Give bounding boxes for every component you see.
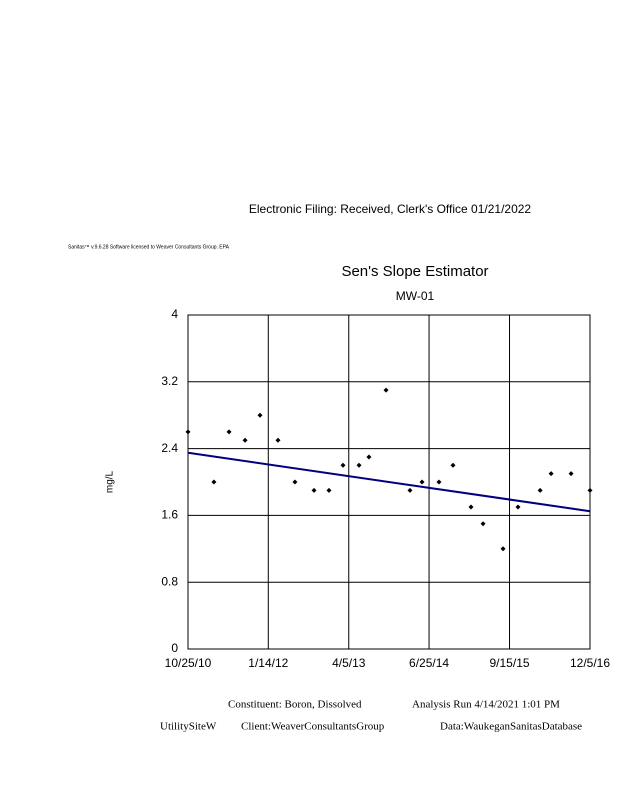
data-point bbox=[407, 487, 413, 493]
constituent: Constituent: Boron, Dissolved bbox=[228, 699, 362, 711]
data-point bbox=[226, 429, 232, 435]
x-tick-label: 10/25/10 bbox=[165, 656, 212, 670]
data-point bbox=[242, 437, 248, 443]
license-note: Sanitas™ v.9.6.28 Software licensed to W… bbox=[68, 244, 230, 250]
x-tick-label: 9/15/15 bbox=[490, 656, 530, 670]
y-axis-label: mg/L bbox=[105, 470, 116, 493]
plot-frame bbox=[187, 314, 591, 650]
chart-title: Sen's Slope Estimator bbox=[341, 263, 488, 280]
analysis-run: Analysis Run 4/14/2021 1:01 PM bbox=[412, 699, 560, 711]
y-tick-label: 2.4 bbox=[161, 441, 178, 455]
data-point bbox=[211, 479, 217, 485]
data-point bbox=[383, 387, 389, 393]
data-point bbox=[537, 487, 543, 493]
data-point bbox=[548, 471, 554, 477]
y-tick-label: 1.6 bbox=[161, 508, 178, 522]
data-point bbox=[366, 454, 372, 460]
data-point bbox=[275, 437, 281, 443]
data-point bbox=[500, 546, 506, 552]
data-point bbox=[257, 412, 263, 418]
site: UtilitySiteW bbox=[160, 721, 217, 733]
data-point bbox=[326, 487, 332, 493]
y-tick-label: 3.2 bbox=[161, 374, 178, 388]
y-tick-label: 0.8 bbox=[161, 574, 178, 588]
data-point bbox=[468, 504, 474, 510]
data-point bbox=[568, 471, 574, 477]
trend-line bbox=[187, 451, 591, 513]
filing-header: Electronic Filing: Received, Clerk's Off… bbox=[249, 202, 532, 216]
client: Client:WeaverConsultantsGroup bbox=[241, 721, 385, 733]
x-tick-label: 1/14/12 bbox=[248, 656, 288, 670]
x-tick-label: 6/25/14 bbox=[409, 656, 449, 670]
data-point bbox=[515, 504, 521, 510]
data-point bbox=[587, 487, 593, 493]
chart-subtitle: MW-01 bbox=[396, 289, 435, 303]
x-tick-label: 12/5/16 bbox=[570, 656, 610, 670]
y-tick-label: 0 bbox=[171, 641, 178, 655]
data-source: Data:WaukeganSanitasDatabase bbox=[440, 721, 582, 733]
data-point bbox=[356, 462, 362, 468]
x-tick-label: 4/5/13 bbox=[332, 656, 366, 670]
data-point bbox=[185, 429, 191, 435]
data-point bbox=[480, 521, 486, 527]
data-point bbox=[292, 479, 298, 485]
data-point bbox=[340, 462, 346, 468]
data-point bbox=[436, 479, 442, 485]
data-point bbox=[419, 479, 425, 485]
data-point bbox=[311, 487, 317, 493]
y-tick-label: 4 bbox=[171, 307, 178, 321]
data-point bbox=[450, 462, 456, 468]
